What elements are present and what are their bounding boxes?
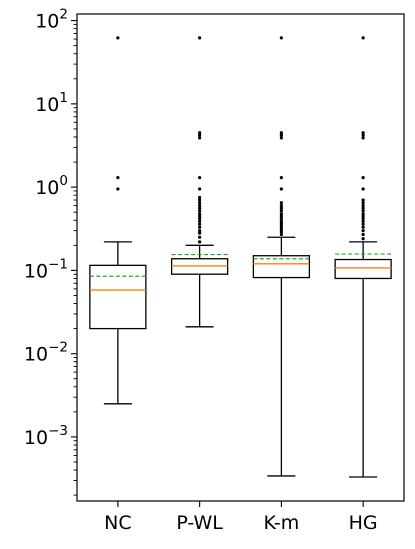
flier-point bbox=[279, 212, 283, 216]
flier-point bbox=[198, 203, 202, 208]
x-tick-label: NC bbox=[104, 512, 131, 534]
flier-point bbox=[361, 201, 365, 205]
axes: 10−3 10−2 10−1 100 101 102 NC P-WL K-m HG bbox=[24, 7, 405, 534]
flier-point bbox=[361, 225, 365, 229]
flier-point bbox=[279, 214, 283, 218]
y-tick-label: 10−1 bbox=[24, 256, 68, 282]
flier-point bbox=[279, 187, 283, 191]
flier-point bbox=[198, 225, 202, 229]
flier-point bbox=[361, 219, 365, 223]
flier-point bbox=[279, 136, 283, 140]
flier-point bbox=[279, 201, 283, 205]
flier-point bbox=[279, 133, 283, 137]
x-tick-label: HG bbox=[349, 512, 378, 534]
flier-point bbox=[198, 209, 202, 213]
flier-point bbox=[198, 214, 202, 218]
interquartile-box bbox=[89, 264, 147, 330]
flier-point bbox=[361, 232, 365, 237]
flier-point bbox=[279, 232, 283, 237]
flier-point bbox=[279, 36, 283, 40]
flier-point bbox=[361, 198, 365, 202]
flier-point bbox=[361, 214, 365, 218]
flier-point bbox=[116, 36, 120, 40]
flier-point bbox=[198, 176, 202, 180]
flier-point bbox=[198, 198, 202, 202]
flier-point bbox=[198, 222, 202, 226]
box-group-k-m bbox=[252, 36, 311, 477]
box-group-p-wl bbox=[170, 36, 229, 328]
flier-point bbox=[198, 229, 202, 233]
flier-point bbox=[198, 187, 202, 191]
flier-point bbox=[361, 176, 365, 180]
interquartile-box bbox=[334, 258, 392, 280]
y-tick-label: 10−2 bbox=[24, 340, 68, 366]
plot-area bbox=[89, 36, 392, 478]
flier-point bbox=[198, 240, 202, 244]
flier-point bbox=[361, 36, 365, 40]
flier-point bbox=[198, 212, 202, 216]
axes-frame bbox=[76, 13, 405, 502]
x-tick-label: K-m bbox=[263, 512, 299, 534]
flier-point bbox=[279, 131, 283, 135]
flier-point bbox=[116, 176, 120, 180]
flier-point bbox=[279, 203, 283, 208]
flier-point bbox=[198, 216, 202, 221]
flier-point bbox=[279, 216, 283, 221]
flier-point bbox=[198, 36, 202, 40]
flier-point bbox=[198, 195, 202, 200]
flier-point bbox=[361, 206, 365, 210]
box-group-nc bbox=[89, 36, 147, 405]
flier-point bbox=[361, 203, 365, 208]
flier-point bbox=[279, 206, 283, 210]
flier-point bbox=[198, 136, 202, 140]
flier-point bbox=[361, 229, 365, 233]
flier-point bbox=[198, 131, 202, 135]
flier-point bbox=[279, 209, 283, 213]
flier-point bbox=[279, 227, 283, 232]
flier-point bbox=[361, 222, 365, 226]
flier-point bbox=[198, 219, 202, 223]
flier-point bbox=[198, 201, 202, 205]
box-group-hg bbox=[334, 36, 392, 478]
flier-point bbox=[198, 206, 202, 210]
y-tick-label: 100 bbox=[35, 173, 68, 199]
flier-point bbox=[279, 219, 283, 223]
flier-point bbox=[361, 216, 365, 221]
flier-point bbox=[361, 131, 365, 135]
y-tick-label: 10−3 bbox=[24, 423, 68, 449]
flier-point bbox=[361, 187, 365, 191]
flier-point bbox=[361, 237, 365, 241]
flier-point bbox=[116, 187, 120, 191]
x-tick-label: P-WL bbox=[176, 512, 223, 534]
flier-point bbox=[361, 136, 365, 140]
flier-point bbox=[361, 212, 365, 216]
flier-point bbox=[198, 235, 202, 239]
interquartile-box bbox=[252, 255, 311, 279]
flier-point bbox=[198, 231, 202, 235]
flier-point bbox=[279, 230, 283, 234]
flier-point bbox=[361, 133, 365, 137]
flier-point bbox=[279, 176, 283, 180]
y-tick-label: 102 bbox=[35, 7, 68, 33]
flier-point bbox=[198, 133, 202, 137]
y-tick-label: 101 bbox=[35, 90, 68, 116]
flier-point bbox=[361, 209, 365, 213]
